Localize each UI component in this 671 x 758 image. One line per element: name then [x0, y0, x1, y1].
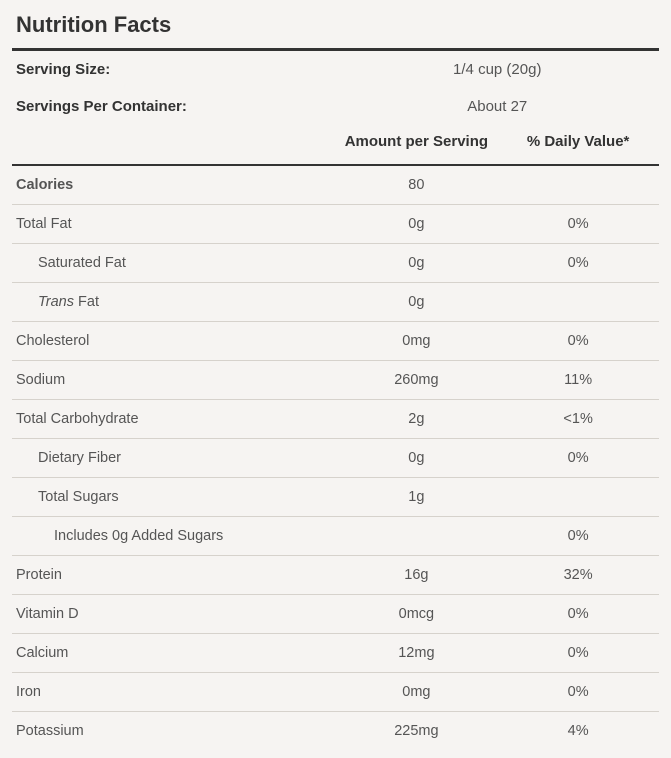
nutrient-amount: 0g — [336, 439, 498, 478]
nutrient-amount: 260mg — [336, 361, 498, 400]
nutrient-dv: 0% — [497, 595, 659, 634]
nutrient-amount: 0mg — [336, 673, 498, 712]
nutrient-name: Total Carbohydrate — [12, 400, 336, 439]
nutrient-dv — [497, 283, 659, 322]
nutrient-dv: 11% — [497, 361, 659, 400]
nutrient-name: Trans Fat — [12, 283, 336, 322]
nutrient-row: Total Fat0g0% — [12, 205, 659, 244]
nutrient-amount: 12mg — [336, 634, 498, 673]
nutrient-row: Total Carbohydrate2g<1% — [12, 400, 659, 439]
nutrient-amount: 0mg — [336, 322, 498, 361]
nutrient-name: Calcium — [12, 634, 336, 673]
nutrient-amount: 0g — [336, 205, 498, 244]
header-name — [12, 125, 336, 165]
nutrient-amount — [336, 517, 498, 556]
nutrient-amount: 2g — [336, 400, 498, 439]
nutrient-row: Protein16g32% — [12, 556, 659, 595]
nutrient-row: Vitamin D0mcg0% — [12, 595, 659, 634]
nutrient-name: Total Sugars — [12, 478, 336, 517]
nutrient-row: Dietary Fiber0g0% — [12, 439, 659, 478]
nutrient-dv — [497, 165, 659, 205]
column-headers: Amount per Serving % Daily Value* — [12, 125, 659, 165]
servings-per-value: About 27 — [336, 88, 660, 125]
nutrient-row: Cholesterol0mg0% — [12, 322, 659, 361]
nutrient-name: Calories — [12, 165, 336, 205]
nutrient-row: Iron0mg0% — [12, 673, 659, 712]
nutrition-table: Serving Size: 1/4 cup (20g) Servings Per… — [12, 48, 659, 750]
nutrient-amount: 225mg — [336, 712, 498, 751]
nutrient-row: Includes 0g Added Sugars 0% — [12, 517, 659, 556]
nutrient-row: Total Sugars1g — [12, 478, 659, 517]
serving-size-row: Serving Size: 1/4 cup (20g) — [12, 50, 659, 89]
nutrient-amount: 1g — [336, 478, 498, 517]
nutrient-row: Calcium12mg0% — [12, 634, 659, 673]
nutrient-dv: 0% — [497, 244, 659, 283]
nutrient-name: Sodium — [12, 361, 336, 400]
nutrient-dv: 0% — [497, 673, 659, 712]
header-amount: Amount per Serving — [336, 125, 498, 165]
nutrient-name: Includes 0g Added Sugars — [12, 517, 336, 556]
nutrient-name: Vitamin D — [12, 595, 336, 634]
nutrient-name: Total Fat — [12, 205, 336, 244]
nutrient-amount: 0mcg — [336, 595, 498, 634]
nutrient-row: Saturated Fat0g0% — [12, 244, 659, 283]
servings-per-row: Servings Per Container: About 27 — [12, 88, 659, 125]
nutrient-dv: 32% — [497, 556, 659, 595]
nutrition-title: Nutrition Facts — [12, 8, 659, 48]
nutrient-row: Trans Fat0g — [12, 283, 659, 322]
nutrient-name: Cholesterol — [12, 322, 336, 361]
nutrient-amount: 0g — [336, 283, 498, 322]
nutrient-dv: 0% — [497, 517, 659, 556]
servings-per-label: Servings Per Container: — [12, 88, 336, 125]
nutrient-dv: 0% — [497, 205, 659, 244]
nutrient-dv: 0% — [497, 634, 659, 673]
serving-size-value: 1/4 cup (20g) — [336, 50, 660, 89]
nutrient-dv: 4% — [497, 712, 659, 751]
nutrient-amount: 80 — [336, 165, 498, 205]
nutrient-name: Iron — [12, 673, 336, 712]
serving-size-label: Serving Size: — [12, 50, 336, 89]
nutrient-dv: <1% — [497, 400, 659, 439]
nutrient-name: Dietary Fiber — [12, 439, 336, 478]
nutrient-row: Potassium225mg4% — [12, 712, 659, 751]
nutrient-amount: 0g — [336, 244, 498, 283]
nutrient-amount: 16g — [336, 556, 498, 595]
nutrient-row: Sodium260mg11% — [12, 361, 659, 400]
nutrient-dv: 0% — [497, 322, 659, 361]
nutrient-name: Potassium — [12, 712, 336, 751]
nutrient-name: Protein — [12, 556, 336, 595]
nutrient-dv: 0% — [497, 439, 659, 478]
nutrient-dv — [497, 478, 659, 517]
nutrient-name: Saturated Fat — [12, 244, 336, 283]
nutrient-body: Calories80Total Fat0g0%Saturated Fat0g0%… — [12, 165, 659, 750]
header-dv: % Daily Value* — [497, 125, 659, 165]
nutrient-row: Calories80 — [12, 165, 659, 205]
